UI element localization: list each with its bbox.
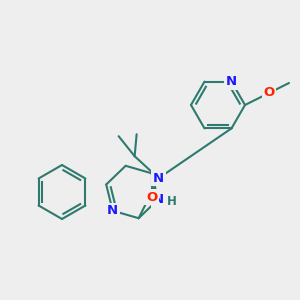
Text: N: N [152, 193, 164, 206]
Text: N: N [153, 172, 164, 185]
Text: H: H [167, 195, 177, 208]
Text: N: N [107, 204, 118, 217]
Text: O: O [263, 86, 274, 100]
Text: O: O [146, 191, 157, 204]
Text: N: N [226, 75, 237, 88]
